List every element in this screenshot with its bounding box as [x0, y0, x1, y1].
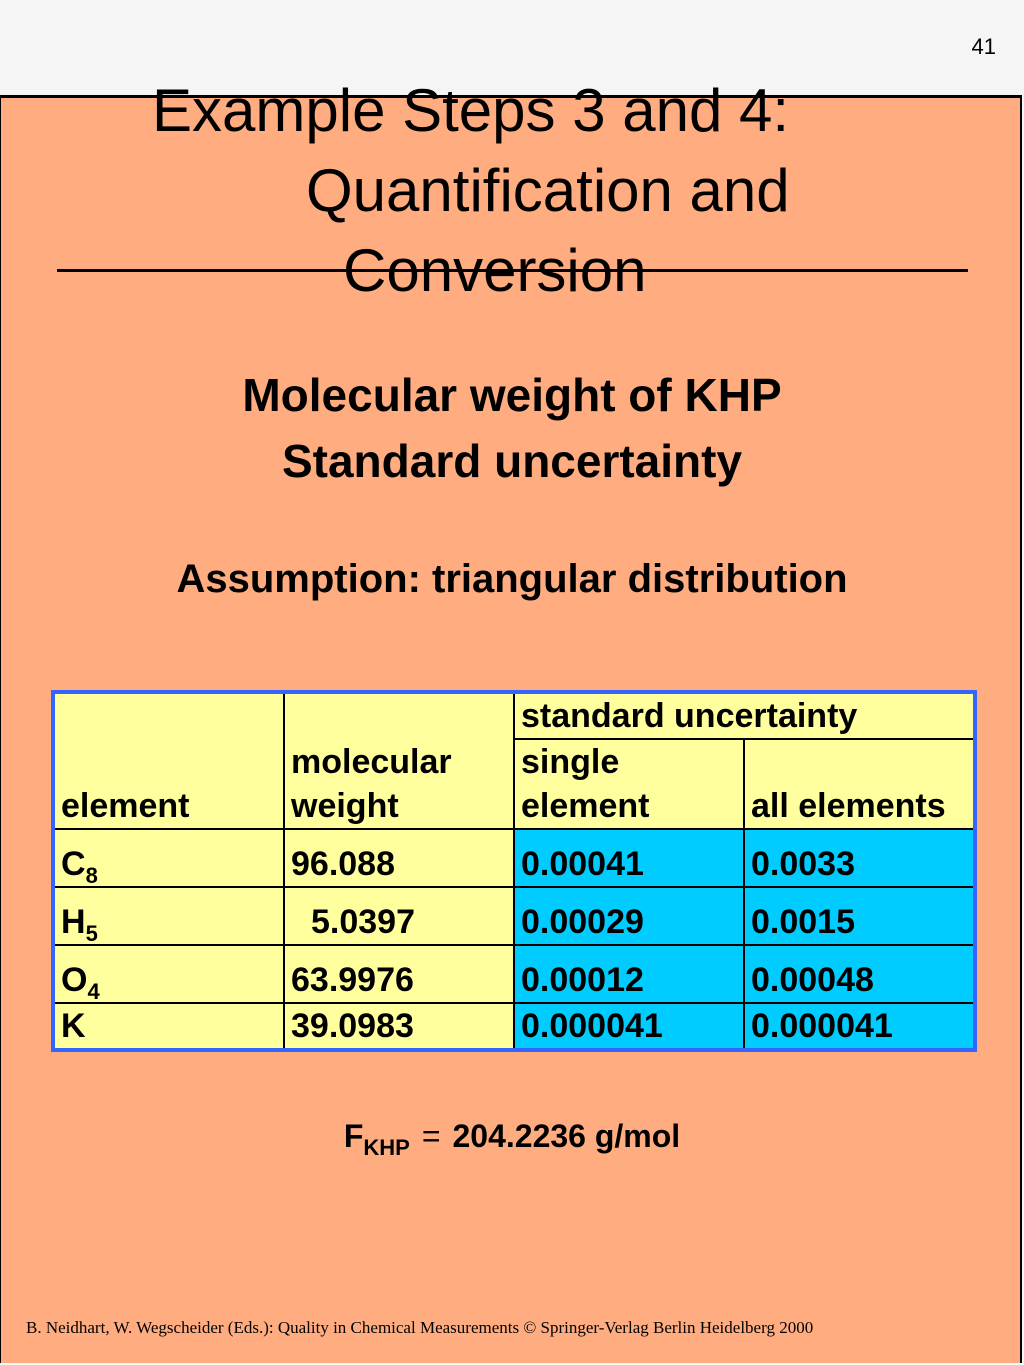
header-single-line-1: single	[521, 743, 620, 781]
title-line-2: Quantification and	[306, 157, 790, 224]
cell-single-element: 0.000041	[513, 1002, 745, 1051]
formula-symbol: F	[343, 1118, 364, 1154]
table-header-row: element molecular weight standard uncert…	[52, 691, 976, 830]
cell-molecular-weight: 96.088	[283, 828, 515, 888]
molecular-weight-table: element molecular weight standard uncert…	[51, 690, 977, 1052]
cell-molecular-weight: 39.0983	[283, 1002, 515, 1051]
formula-equals: =	[421, 1118, 441, 1154]
cell-element: K	[52, 1002, 285, 1051]
header-mw-line-2: weight	[291, 787, 399, 825]
element-symbol: O	[61, 961, 88, 999]
header-all-elements: all elements	[743, 738, 976, 830]
header-single-line-2: element	[521, 787, 650, 825]
heading-line-1: Molecular weight of KHP	[242, 369, 782, 421]
section-heading: Molecular weight of KHP Standard uncerta…	[0, 362, 1024, 494]
cell-molecular-weight: 63.9976	[283, 944, 515, 1004]
cell-single-element: 0.00041	[513, 828, 745, 888]
table-row: H5 5.0397 0.00029 0.0015	[52, 886, 976, 946]
citation-footer: B. Neidhart, W. Wegscheider (Eds.): Qual…	[26, 1318, 814, 1337]
header-element: element	[52, 691, 285, 830]
formula-subscript: KHP	[363, 1135, 410, 1160]
element-symbol: H	[61, 903, 86, 941]
assumption-text: Assumption: triangular distribution	[176, 557, 848, 601]
heading-line-2: Standard uncertainty	[281, 435, 743, 487]
element-subscript: 4	[87, 979, 100, 1004]
cell-molecular-weight: 5.0397	[283, 886, 515, 946]
cell-all-elements: 0.00048	[743, 944, 976, 1004]
cell-single-element: 0.00029	[513, 886, 745, 946]
header-standard-uncertainty: standard uncertainty	[513, 691, 976, 740]
cell-all-elements: 0.0015	[743, 886, 976, 946]
cell-element: H5	[52, 886, 285, 946]
header-molecular-weight: molecular weight	[283, 691, 515, 830]
cell-all-elements: 0.0033	[743, 828, 976, 888]
title-underline	[57, 269, 968, 272]
table-subheader-row: single element all elements	[53, 738, 976, 830]
cell-single-element: 0.00012	[513, 944, 745, 1004]
cell-all-elements: 0.000041	[743, 1002, 976, 1051]
formula-value: 204.2236 g/mol	[452, 1118, 681, 1154]
header-mw-line-1: molecular	[291, 743, 452, 781]
header-single-element: single element	[513, 738, 745, 830]
element-symbol: K	[61, 1007, 86, 1045]
title-line-1: Example Steps 3 and 4:	[152, 77, 790, 144]
page-number: 41	[971, 34, 996, 59]
element-subscript: 8	[85, 863, 98, 888]
khp-formula: FKHP = 204.2236 g/mol	[0, 1118, 1024, 1159]
element-symbol: C	[61, 845, 86, 883]
element-subscript: 5	[85, 921, 98, 946]
cell-element: O4	[52, 944, 285, 1004]
cell-element: C8	[52, 828, 285, 888]
table-row: K 39.0983 0.000041 0.000041	[52, 1002, 976, 1051]
table-row: O4 63.9976 0.00012 0.00048	[52, 944, 976, 1004]
table-row: C8 96.088 0.00041 0.0033	[52, 828, 976, 888]
